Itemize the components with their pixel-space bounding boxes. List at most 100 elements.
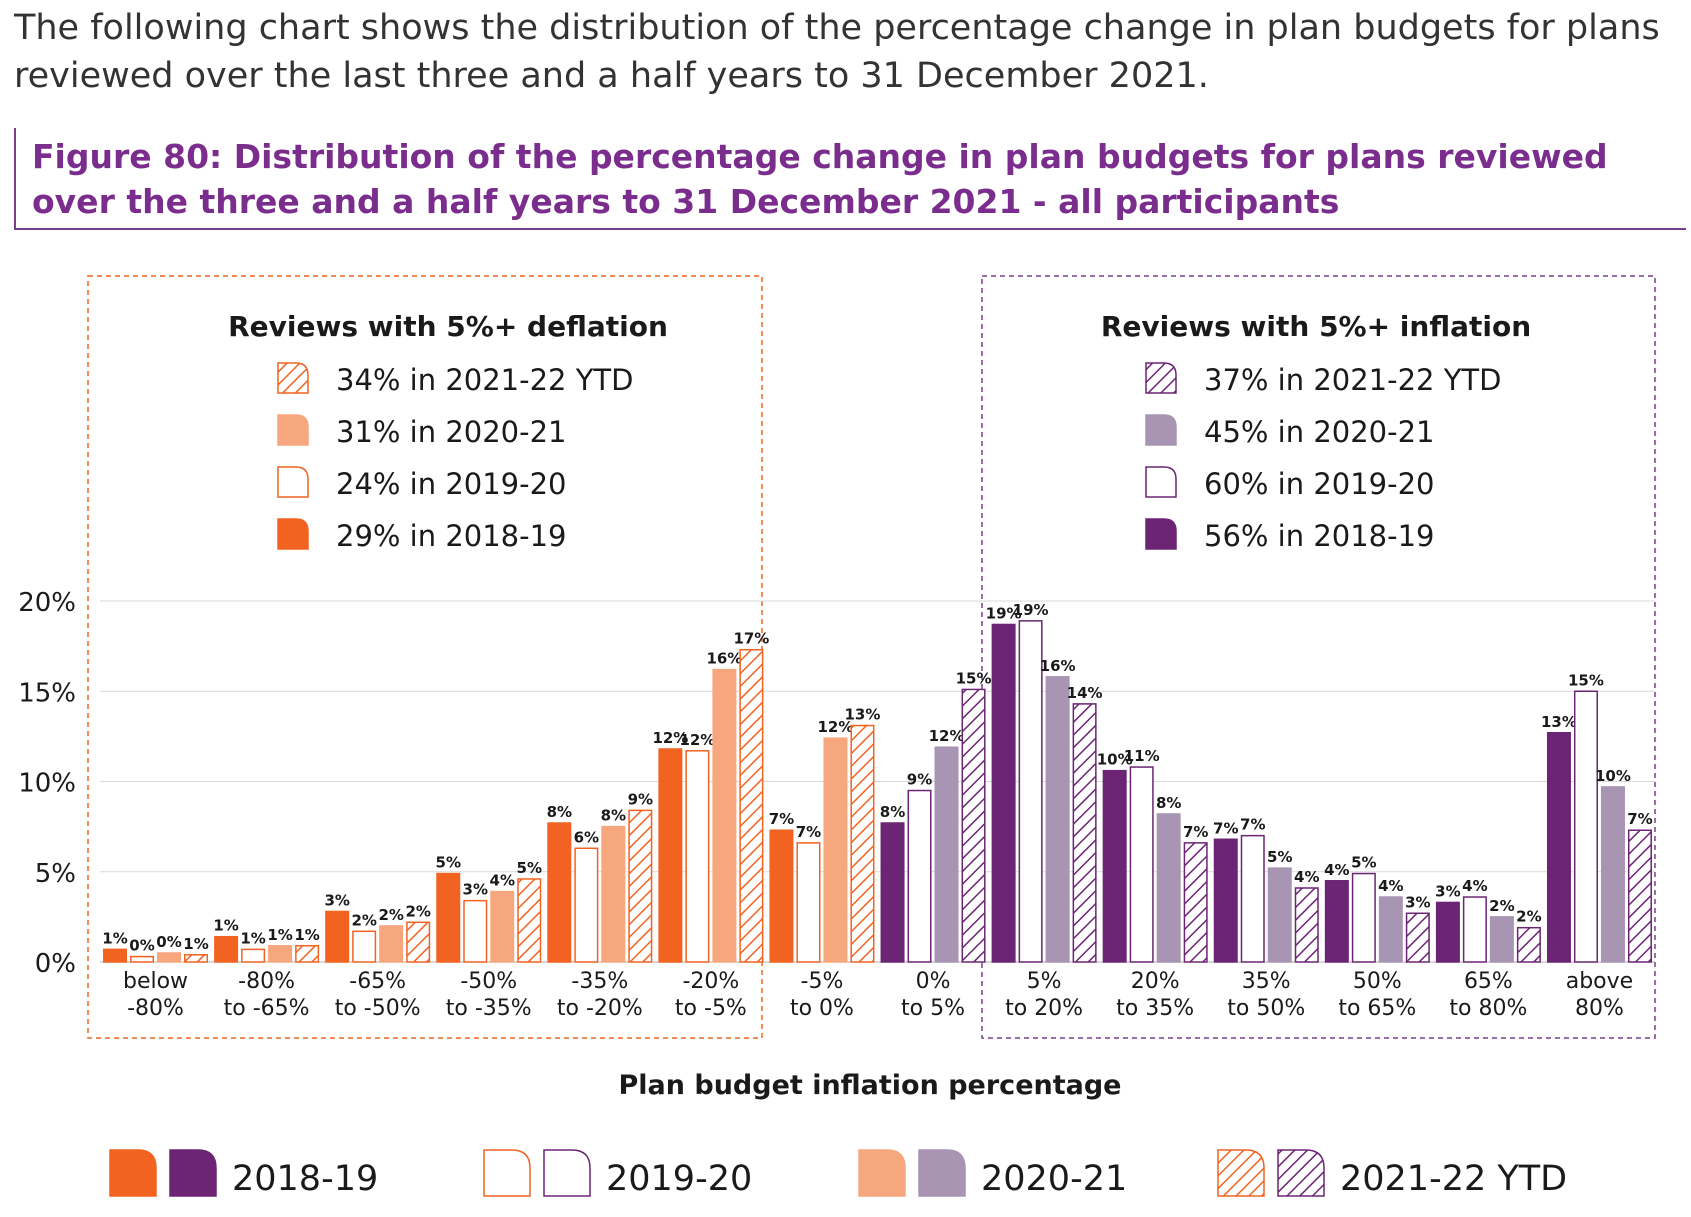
- legend-swatch-purple: [169, 1149, 217, 1197]
- legend-label: 34% in 2021-22 YTD: [336, 363, 633, 397]
- data-label: 7%: [769, 810, 794, 828]
- bottom-legend: 2018-19 2019-20 2020-21 2021-22 YTD: [109, 1149, 1567, 1199]
- bar-group: 8%9% 12% 15%: [880, 669, 991, 963]
- data-label: 4%: [1324, 861, 1349, 879]
- data-label: 2%: [351, 911, 376, 929]
- data-label: 7%: [1183, 823, 1208, 841]
- bar: [325, 910, 350, 963]
- x-tick-label: -5%: [801, 969, 844, 994]
- x-tick-label: 80%: [1575, 996, 1624, 1021]
- data-label: 13%: [845, 706, 881, 724]
- bar: [103, 948, 128, 963]
- legend-swatch-orange: [109, 1149, 157, 1197]
- legend-label: 31% in 2020-21: [336, 415, 567, 449]
- x-tick-label: above: [1566, 969, 1633, 994]
- bar: [1435, 901, 1460, 963]
- bar: [130, 955, 155, 963]
- bar: [241, 948, 266, 963]
- intro-text: The following chart shows the distributi…: [14, 8, 1660, 96]
- data-label: 8%: [880, 803, 905, 821]
- bar: [1516, 926, 1541, 963]
- bar: [1183, 842, 1208, 963]
- figure-title-block: Figure 80: Distribution of the percentag…: [14, 128, 1686, 230]
- x-tick-label: to -20%: [557, 996, 643, 1021]
- data-label: 17%: [733, 630, 769, 648]
- data-label: 4%: [1462, 877, 1487, 895]
- legend-label: 56% in 2018-19: [1204, 519, 1435, 553]
- data-label: 4%: [1378, 877, 1403, 895]
- data-label: 1%: [267, 926, 292, 944]
- bar-group: 12%12% 16% 17%: [652, 630, 769, 963]
- data-label: 16%: [706, 650, 742, 668]
- legend-label: 29% in 2018-19: [336, 519, 567, 553]
- data-label: 1%: [183, 935, 208, 953]
- data-label: 5%: [436, 854, 461, 872]
- legend-swatch: [1145, 414, 1177, 446]
- data-label: 0%: [129, 937, 154, 955]
- legend-swatch: [277, 466, 309, 498]
- data-label: 2%: [1516, 908, 1541, 926]
- inflation-box-title: Reviews with 5%+ inflation: [1101, 310, 1531, 343]
- data-label: 9%: [628, 790, 653, 808]
- bar: [1378, 896, 1403, 963]
- data-label: 4%: [1294, 868, 1319, 886]
- legend-swatch: [1145, 362, 1177, 394]
- bar: [1213, 838, 1238, 963]
- bar: [907, 789, 932, 963]
- x-tick-label: 20%: [1131, 969, 1180, 994]
- x-tick-label: to 50%: [1227, 996, 1305, 1021]
- bar: [1405, 912, 1430, 963]
- bar-group: 5%3%4%5%: [436, 854, 542, 963]
- bar-group: 7% 7%5%4%: [1213, 816, 1319, 963]
- bar: [685, 750, 710, 963]
- bar: [1072, 703, 1097, 963]
- bar: [1600, 786, 1625, 963]
- legend-swatch-orange: [1217, 1149, 1265, 1197]
- box-legends: 34% in 2021-22 YTD 31% in 2020-21 24% in 2…: [277, 362, 1501, 553]
- legend-swatch: [277, 518, 309, 550]
- legend-swatch-orange: [858, 1149, 906, 1197]
- x-tick-label: to 65%: [1338, 996, 1416, 1021]
- deflation-box-title: Reviews with 5%+ deflation: [228, 310, 668, 343]
- data-label: 9%: [907, 771, 932, 789]
- bar-group: 3% 4%2%2%: [1435, 877, 1542, 963]
- data-label: 2%: [1489, 897, 1514, 915]
- bar: [739, 648, 764, 963]
- bar-group: 7%7% 12%13%: [769, 706, 881, 963]
- figure-title: Figure 80: Distribution of the percentag…: [32, 137, 1608, 221]
- x-tick-label: 35%: [1242, 969, 1291, 994]
- data-label: 8%: [1156, 794, 1181, 812]
- legend-swatch-purple: [1277, 1149, 1325, 1197]
- data-label: 3%: [1405, 893, 1430, 911]
- x-tick-label: -80%: [127, 996, 184, 1021]
- x-tick-label: to 35%: [1116, 996, 1194, 1021]
- data-label: 5%: [1351, 854, 1376, 872]
- x-tick-label: -80%: [238, 969, 295, 994]
- bottom-legend-label: 2018-19: [232, 1159, 378, 1199]
- data-label: 14%: [1067, 684, 1103, 702]
- inflation-box-border: [981, 275, 1656, 1039]
- bar: [796, 842, 821, 963]
- x-tick-label: to -65%: [224, 996, 310, 1021]
- x-tick-label: to 0%: [790, 996, 854, 1021]
- bar: [1240, 834, 1265, 963]
- data-label: 7%: [1240, 816, 1265, 834]
- x-tick-label: below: [123, 969, 188, 994]
- bar: [1324, 880, 1349, 963]
- data-label: 1%: [102, 929, 127, 947]
- legend-label: 60% in 2019-20: [1204, 467, 1435, 501]
- bar: [1102, 769, 1127, 963]
- data-label: 4%: [490, 872, 515, 890]
- bar: [601, 825, 626, 963]
- x-tick-label: 50%: [1353, 969, 1402, 994]
- bar: [295, 945, 320, 963]
- bar: [490, 890, 515, 963]
- bar: [823, 737, 848, 963]
- data-label: 15%: [1568, 671, 1604, 689]
- y-tick-label: 10%: [18, 769, 76, 799]
- bar: [991, 623, 1016, 963]
- bar: [1351, 872, 1376, 963]
- bar-group: 1% 0% 0% 1%: [102, 929, 209, 963]
- bar-group: 10%11% 8%7%: [1097, 747, 1208, 963]
- data-label: 12%: [818, 718, 854, 736]
